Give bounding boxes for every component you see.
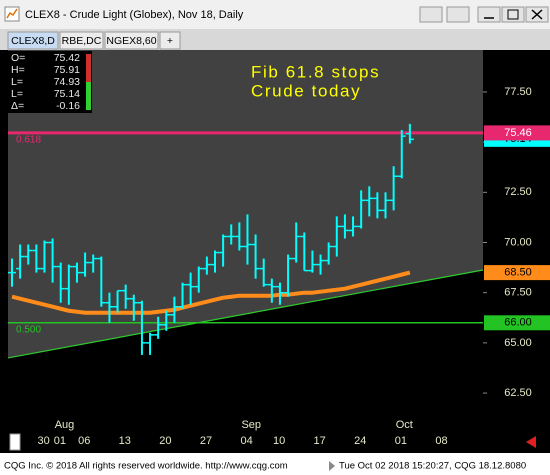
info-label: Δ= [11, 100, 24, 112]
info-value: -0.16 [56, 100, 80, 112]
tab-label: NGEX8,60 [106, 35, 156, 47]
info-gauge-up [86, 54, 91, 82]
info-box [8, 51, 92, 113]
month-label: Sep [241, 419, 261, 431]
y-tick-label: 72.50 [504, 186, 532, 198]
window-title: CLEX8 - Crude Light (Globex), Nov 18, Da… [25, 9, 244, 21]
price-tag [484, 265, 550, 281]
annotation: Crude today [251, 81, 361, 100]
x-tick-label: 06 [78, 435, 90, 447]
y-tick-label: 67.50 [504, 287, 532, 299]
info-label: L= [11, 76, 23, 88]
minimize-button[interactable] [477, 6, 501, 23]
month-label: Oct [396, 419, 413, 431]
tab[interactable] [7, 31, 59, 50]
y-tick-label: 62.50 [504, 387, 532, 399]
price-tag [484, 315, 550, 331]
annotation: Fib 61.8 stops [251, 62, 380, 81]
tab[interactable] [159, 31, 181, 50]
tab[interactable] [104, 31, 159, 50]
link-button[interactable] [419, 6, 443, 23]
fib-level-label: 0.618 [16, 135, 41, 146]
x-tick-label: 01 [395, 435, 407, 447]
tab-label: RBE,DC [62, 35, 102, 47]
info-value: 75.14 [54, 88, 80, 100]
info-label: O= [11, 52, 25, 64]
tabs: CLEX8,D RBE,DC NGEX8,60 + [7, 31, 181, 50]
x-tick-label: 10 [273, 435, 285, 447]
y-tick-label: 65.00 [504, 337, 532, 349]
footer-copyright: CQG Inc. © 2018 All rights reserved worl… [4, 461, 288, 472]
x-tick-label: 20 [159, 435, 171, 447]
x-tick-label: 30 [37, 435, 49, 447]
footer-timestamp: Tue Oct 02 2018 15:20:27, CQG 18.12.8080 [339, 461, 526, 472]
scroll-box[interactable] [9, 433, 21, 451]
fib-level-label: 0.500 [16, 324, 41, 335]
info-value: 75.91 [54, 64, 80, 76]
tab[interactable] [59, 31, 104, 50]
info-gauge-down [86, 82, 91, 110]
scroll-arrow[interactable] [329, 461, 335, 471]
scroll-right-arrow[interactable] [526, 436, 536, 448]
y-tick-label: 77.50 [504, 86, 532, 98]
footer [0, 453, 550, 475]
x-tick-label: 27 [200, 435, 212, 447]
maximize-glyph [507, 9, 519, 20]
close-glyph [531, 9, 543, 20]
x-tick-label: 24 [354, 435, 366, 447]
x-tick-label: 08 [435, 435, 447, 447]
moving-average [11, 270, 411, 315]
price-tag-label: 75.46 [504, 127, 532, 139]
price-tag-label: 68.50 [504, 267, 532, 279]
x-tick-label: 13 [119, 435, 131, 447]
info-label: H= [11, 64, 25, 76]
x-tick-label: 01 [54, 435, 66, 447]
x-tick-label: 04 [240, 435, 252, 447]
chart: 0.6180.50062.5065.0067.5070.0072.5075.00… [7, 51, 550, 447]
price-tag [484, 125, 550, 141]
tab-label: CLEX8,D [11, 35, 55, 47]
maximize-button[interactable] [501, 6, 525, 23]
info-label: L= [11, 88, 23, 100]
tab-label: + [167, 35, 173, 47]
info-value: 74.93 [54, 76, 80, 88]
price-tag-label: 66.00 [504, 317, 532, 329]
month-label: Aug [55, 419, 75, 431]
y-tick-label: 70.00 [504, 236, 532, 248]
lower-region [8, 270, 483, 432]
trendline [7, 269, 484, 359]
app-icon-line [6, 8, 18, 19]
pin-button[interactable] [446, 6, 470, 23]
x-tick-label: 17 [314, 435, 326, 447]
info-value: 75.42 [54, 52, 80, 64]
